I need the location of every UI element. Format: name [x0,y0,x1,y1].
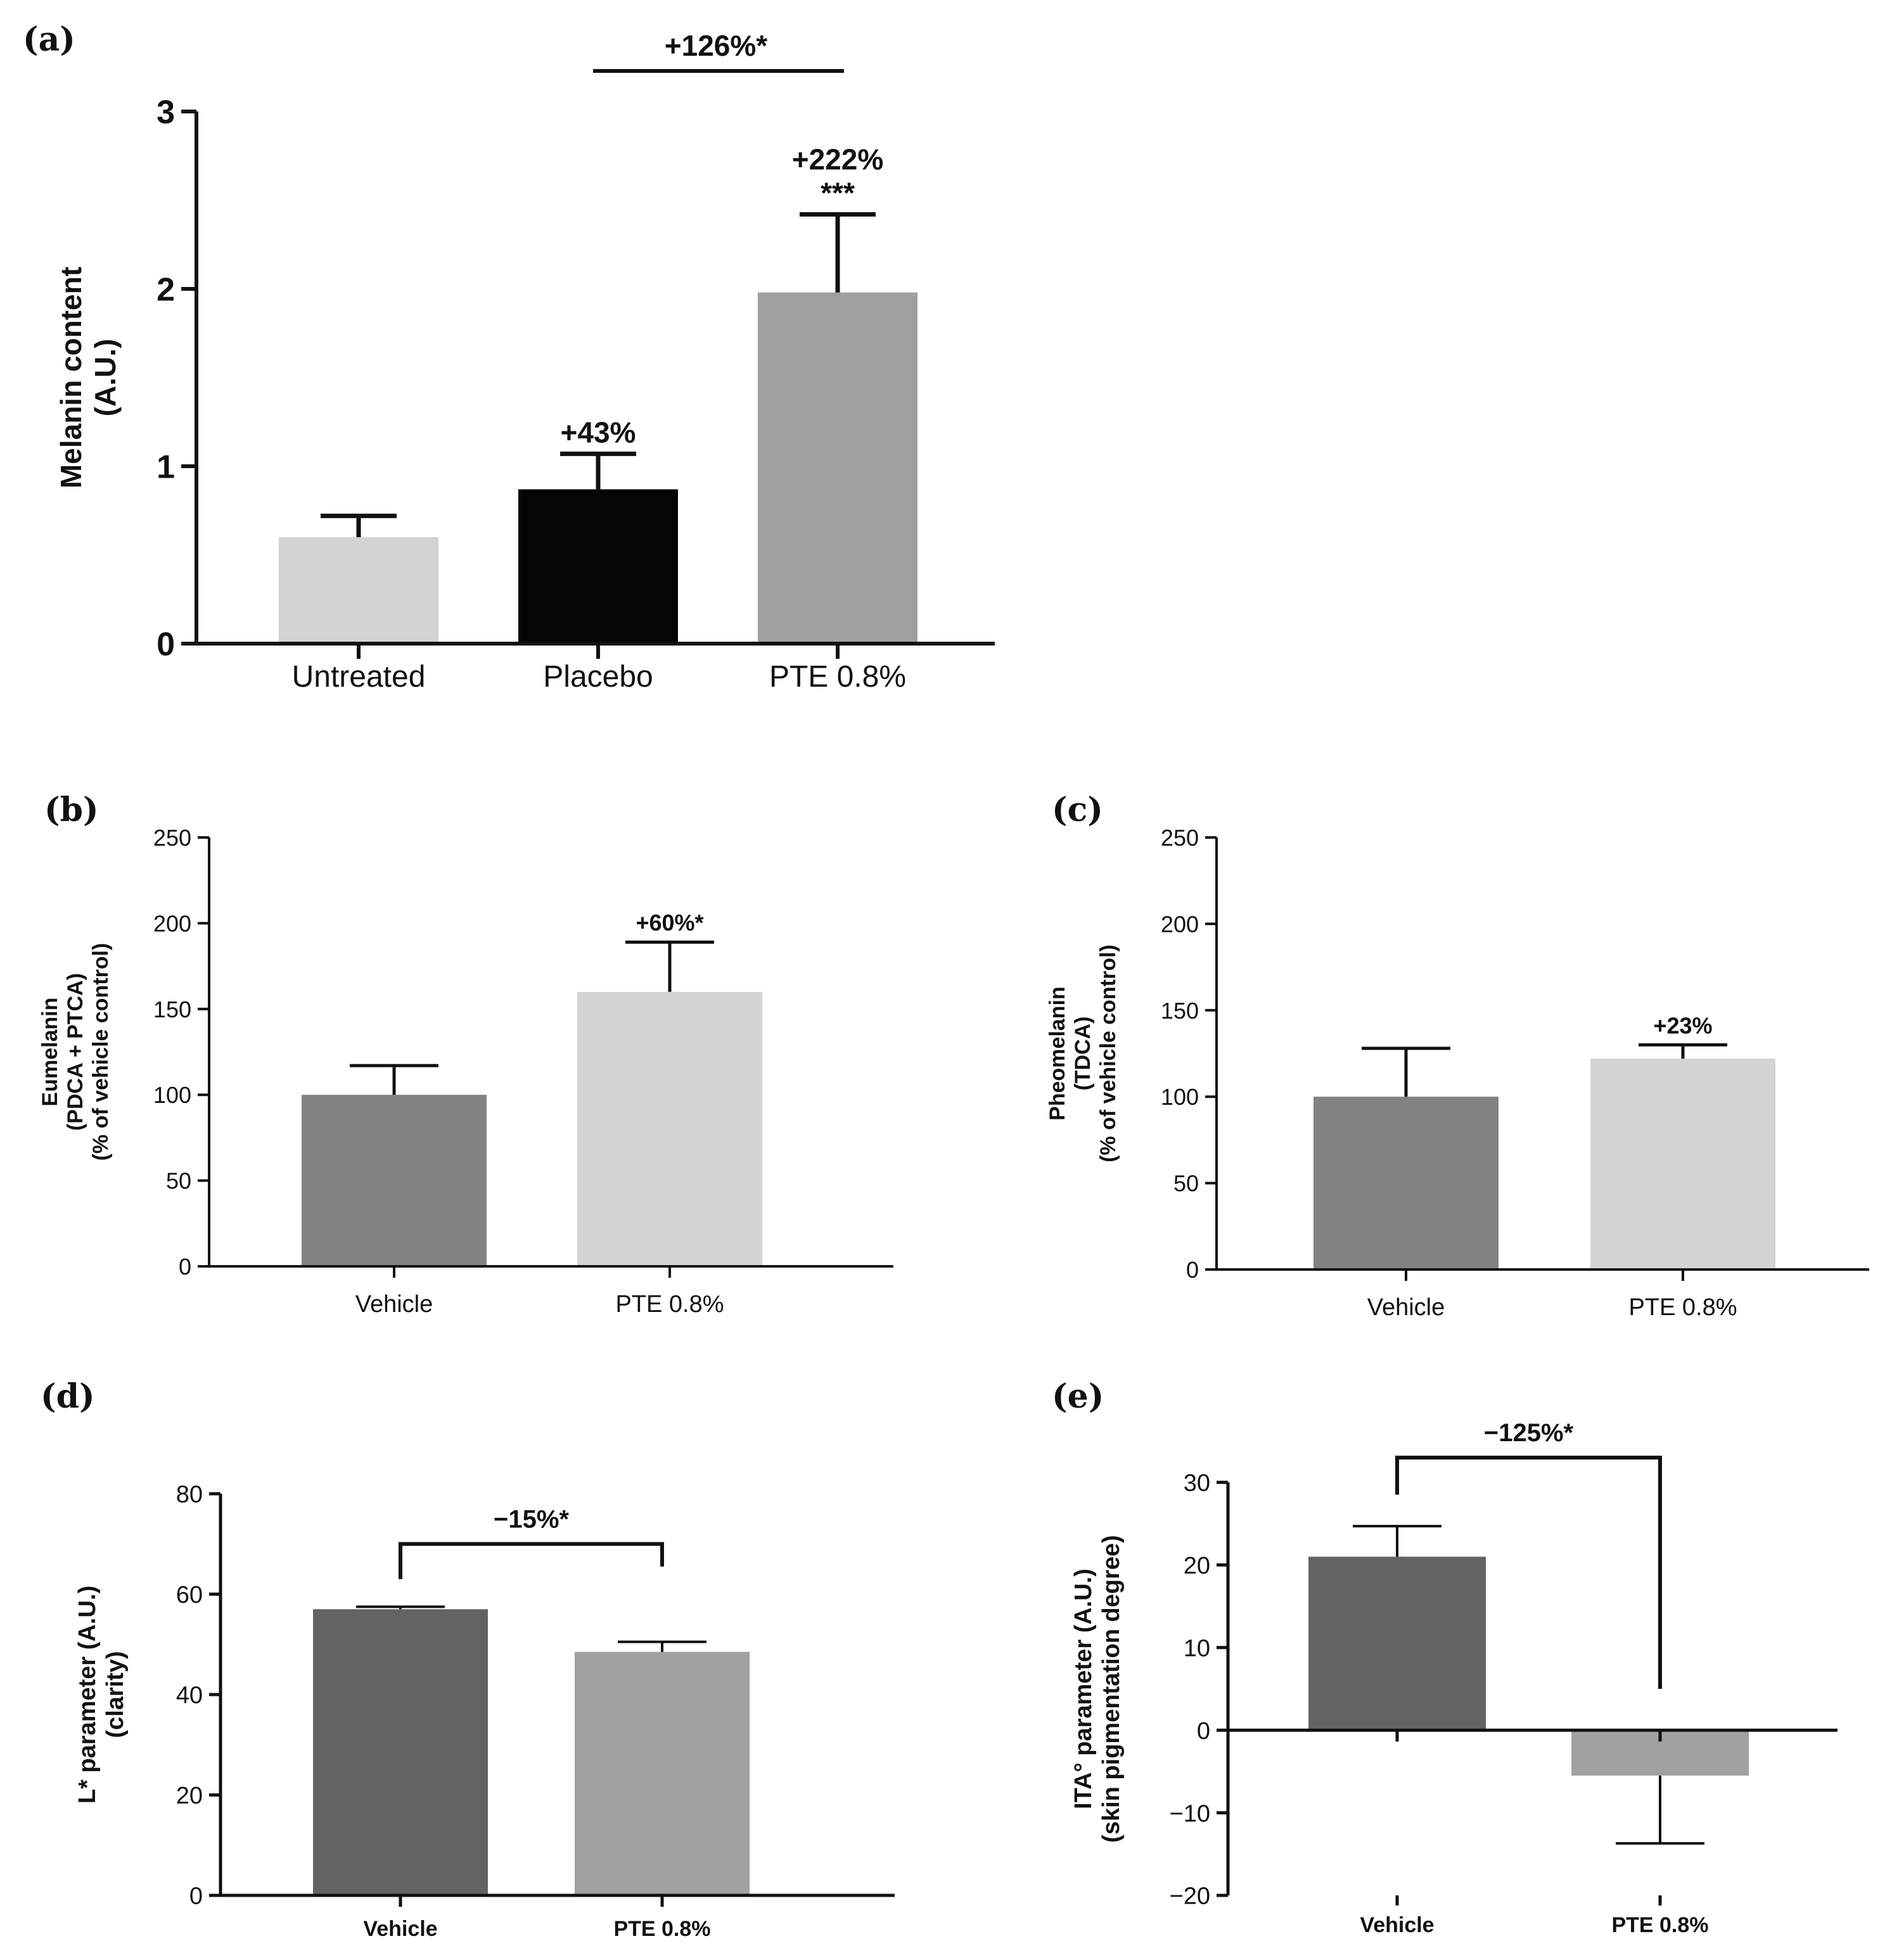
y-tick-label: 200 [1161,911,1199,937]
y-tick-label: 100 [1161,1084,1199,1110]
y-tick-label: 0 [1197,1718,1210,1745]
bar [1590,1059,1775,1270]
y-axis-title: (% of vehicle control) [89,943,113,1161]
bar [575,1651,750,1895]
panel-label: (d) [41,1377,95,1416]
x-tick-label: PTE 0.8% [1611,1913,1708,1937]
x-tick-label: PTE 0.8% [613,1917,710,1941]
chart-panel-e: (e) −20 −10 0 10 20 30 Vehicle PTE 0.8% ITA° para… [1052,1377,1838,1937]
y-tick-label: 0 [189,1883,203,1910]
significance-bracket [399,1542,664,1579]
x-tick-label: PTE 0.8% [769,660,906,694]
bar [279,537,438,644]
y-tick-label: −20 [1170,1883,1210,1910]
y-axis-title: (% of vehicle control) [1096,945,1120,1162]
bar-annotation: +23% [1653,1012,1712,1038]
panel-label: (a) [23,20,75,59]
x-tick-label: PTE 0.8% [1628,1294,1737,1321]
y-tick-label: 250 [1161,825,1199,851]
y-axis-title: ITA° parameter (A.U.) [1070,1569,1097,1809]
bar [577,991,762,1266]
bar [1314,1097,1499,1270]
bar-annotation: +43% [561,416,636,449]
y-tick-label: 20 [1184,1553,1210,1579]
y-tick-label: 2 [157,272,175,309]
y-axis-title: (PDCA + PTCA) [63,973,87,1131]
y-axis-title: Melanin content [54,267,87,488]
y-tick-label: 80 [176,1482,203,1508]
y-tick-label: 150 [153,996,191,1022]
y-axis-title: L* parameter (A.U.) [74,1586,101,1804]
y-tick-label: 20 [176,1783,203,1809]
significance-label: +126%* [665,29,768,62]
y-axis-title: Eumelanin [38,998,62,1107]
panel-label: (c) [1052,791,1103,829]
y-tick-label: 1 [157,449,175,486]
y-tick-label: 3 [157,94,175,131]
y-tick-label: 0 [157,627,175,663]
bar [1308,1556,1486,1731]
y-tick-label: 0 [179,1254,191,1280]
significance-label: −125%* [1484,1419,1574,1447]
x-tick-label: Vehicle [1360,1913,1434,1937]
y-tick-label: 0 [1186,1257,1199,1283]
x-tick-label: Vehicle [363,1917,437,1941]
chart-panel-b: (b) 0 50 100 150 200 250 Vehicle PTE 0.8% Eumelan… [38,791,893,1318]
chart-panel-a: (a) 0 1 2 3 Untreated Placebo PTE 0.8% Melanin c… [23,20,995,694]
y-tick-label: 100 [153,1082,191,1108]
y-axis-title: (A.U.) [89,339,122,417]
x-tick-label: PTE 0.8% [615,1291,724,1318]
y-tick-label: 150 [1161,998,1199,1024]
x-tick-label: Vehicle [355,1291,433,1318]
panel-label: (e) [1052,1377,1104,1416]
y-axis-title: (skin pigmentation degree) [1098,1535,1125,1843]
y-tick-label: 10 [1184,1635,1210,1662]
x-tick-label: Untreated [292,660,426,694]
chart-panel-c: (c) 0 50 100 150 200 250 Vehicle PTE 0.8% Pheomel… [1045,791,1869,1321]
chart-panel-d: (d) 0 20 40 60 80 Vehicle PTE 0.8% L* parameter … [41,1377,895,1941]
y-tick-label: 50 [1173,1171,1199,1197]
y-tick-label: 60 [176,1582,203,1608]
y-tick-label: −10 [1170,1800,1210,1827]
bar [313,1609,488,1895]
y-tick-label: 50 [166,1168,191,1194]
y-tick-label: 30 [1184,1470,1210,1497]
bar-annotation: *** [821,176,855,209]
y-axis-title: (TDCA) [1071,1016,1095,1090]
significance-bracket [1395,1455,1662,1689]
x-tick-label: Placebo [543,660,653,694]
bar [518,489,678,644]
y-tick-label: 40 [176,1683,203,1709]
significance-label: −15%* [494,1505,569,1533]
y-tick-label: 200 [153,910,191,936]
panel-label: (b) [44,791,99,829]
bar-annotation: +60%* [636,910,703,936]
x-tick-label: Vehicle [1367,1294,1445,1321]
bar [758,292,917,644]
bar-annotation: +222% [792,143,884,176]
y-axis-title: Pheomelanin [1045,986,1070,1121]
y-axis-title: (clarity) [102,1651,129,1738]
bar [302,1095,487,1266]
y-tick-label: 250 [153,825,191,851]
